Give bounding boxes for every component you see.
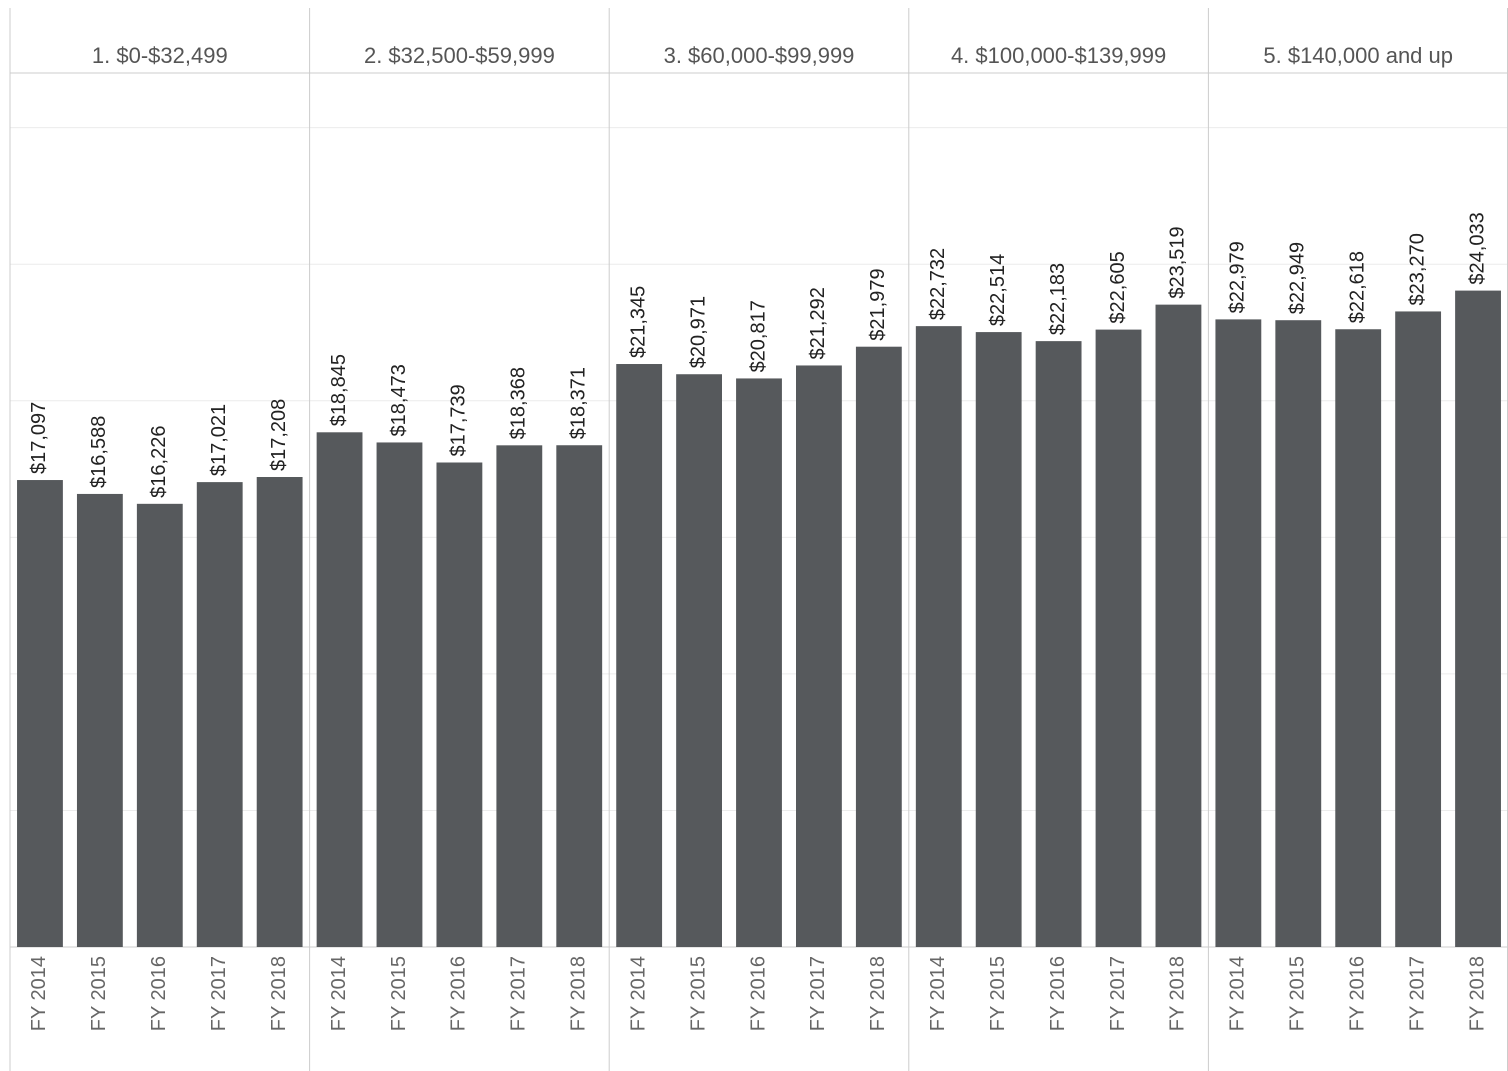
x-tick-label: FY 2018: [568, 956, 590, 1031]
panel-title: 4. $100,000-$139,999: [951, 43, 1166, 68]
bar: [1155, 304, 1202, 947]
bar: [196, 482, 243, 947]
value-label: $17,097: [28, 402, 50, 474]
bar: [496, 445, 543, 947]
bar: [1455, 290, 1501, 947]
bar: [915, 326, 962, 947]
x-tick-label: FY 2017: [807, 956, 829, 1031]
value-label: $18,473: [388, 364, 410, 436]
x-tick-label: FY 2017: [1406, 956, 1428, 1031]
x-tick-label: FY 2014: [927, 956, 949, 1031]
x-tick-label: FY 2018: [268, 956, 290, 1031]
x-tick-label: FY 2014: [328, 956, 350, 1031]
x-tick-label: FY 2016: [1047, 956, 1069, 1031]
bar: [76, 493, 123, 947]
value-label: $21,345: [627, 286, 649, 358]
value-label: $18,845: [328, 354, 350, 426]
panel-title: 5. $140,000 and up: [1263, 43, 1453, 68]
value-label: $22,979: [1227, 241, 1249, 313]
x-tick-label: FY 2018: [1466, 956, 1488, 1031]
value-label: $22,605: [1107, 251, 1129, 323]
x-tick-label: FY 2016: [448, 956, 470, 1031]
value-label: $22,514: [987, 254, 1009, 326]
bar: [855, 346, 902, 947]
bar: [1035, 341, 1082, 947]
value-label: $16,588: [88, 416, 110, 488]
x-tick-label: FY 2015: [1287, 956, 1309, 1031]
x-tick-label: FY 2018: [1167, 956, 1189, 1031]
value-label: $24,033: [1466, 212, 1488, 284]
value-label: $18,368: [508, 367, 530, 439]
value-label: $21,292: [807, 287, 829, 359]
x-tick-label: FY 2014: [28, 956, 50, 1031]
value-label: $20,971: [687, 296, 709, 368]
bar: [975, 332, 1022, 947]
panel-title: 2. $32,500-$59,999: [364, 43, 555, 68]
value-label: $18,371: [568, 367, 590, 439]
x-tick-label: FY 2014: [627, 956, 649, 1031]
bar: [796, 365, 842, 947]
bar: [136, 503, 183, 947]
value-label: $20,817: [747, 300, 769, 372]
value-label: $23,519: [1167, 226, 1189, 298]
bar: [616, 364, 663, 948]
value-label: $17,021: [208, 404, 230, 476]
x-tick-label: FY 2016: [148, 956, 170, 1031]
value-label: $22,618: [1346, 251, 1368, 323]
x-tick-label: FY 2017: [1107, 956, 1129, 1031]
bar: [436, 462, 483, 947]
x-tick-label: FY 2015: [687, 956, 709, 1031]
value-label: $22,183: [1047, 263, 1069, 335]
value-label: $21,979: [867, 268, 889, 340]
value-label: $23,270: [1406, 233, 1428, 305]
panel-title: 3. $60,000-$99,999: [664, 43, 855, 68]
panel-title: 1. $0-$32,499: [92, 43, 228, 68]
bar: [1095, 329, 1142, 947]
value-label: $22,949: [1287, 242, 1309, 314]
bar: [376, 442, 423, 947]
bar: [676, 374, 722, 947]
value-label: $17,739: [448, 384, 470, 456]
bar: [1275, 320, 1322, 947]
bar: [17, 480, 63, 947]
x-tick-label: FY 2017: [208, 956, 230, 1031]
x-tick-label: FY 2015: [88, 956, 110, 1031]
value-label: $16,226: [148, 426, 170, 498]
value-label: $22,732: [927, 248, 949, 320]
bar: [736, 378, 782, 948]
bar: [1215, 319, 1262, 947]
bar: [316, 432, 363, 948]
x-tick-label: FY 2015: [388, 956, 410, 1031]
x-tick-label: FY 2017: [508, 956, 530, 1031]
x-tick-label: FY 2016: [747, 956, 769, 1031]
x-tick-label: FY 2018: [867, 956, 889, 1031]
bar: [556, 445, 603, 947]
value-label: $17,208: [268, 399, 290, 471]
x-tick-label: FY 2016: [1346, 956, 1368, 1031]
x-tick-label: FY 2015: [987, 956, 1009, 1031]
bar: [256, 477, 303, 947]
bar: [1395, 311, 1442, 947]
x-tick-label: FY 2014: [1227, 956, 1249, 1031]
bar: [1335, 329, 1382, 948]
